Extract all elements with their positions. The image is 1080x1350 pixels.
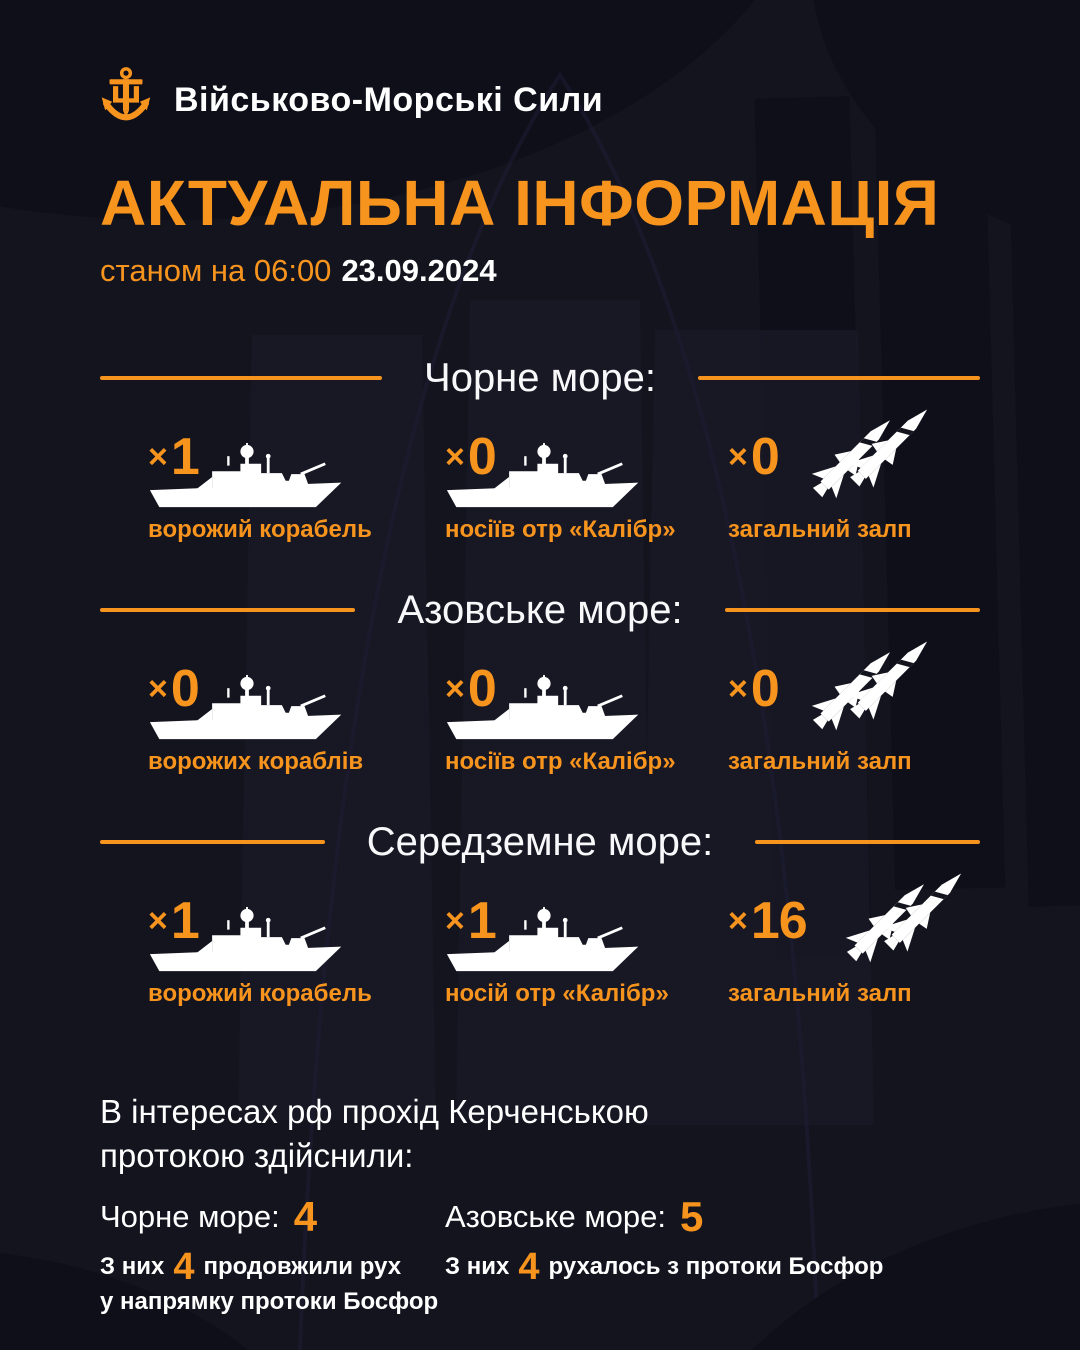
stat-label: загальний залп	[728, 980, 912, 1008]
stat-label: носій отр «Калібр»	[445, 980, 669, 1008]
stat-count: × 0	[728, 428, 780, 487]
stat-count: × 16	[728, 892, 808, 951]
stat-label: ворожий корабель	[148, 516, 372, 544]
brand-header: Військово-Морські Сили	[100, 0, 980, 134]
stat-count: × 0	[445, 660, 497, 719]
divider-line	[100, 608, 356, 613]
divider-line	[755, 840, 980, 845]
sea-detail: З них 4 продовжили рух у напрямку проток…	[100, 1245, 439, 1315]
stat-kalibr-carriers: × 1 носій отр «Калібр»	[445, 875, 728, 1008]
sea-count: 4	[293, 1192, 318, 1240]
detail-count: 4	[518, 1245, 540, 1288]
stat-total-salvo: × 0 загальний залп	[728, 643, 980, 776]
stat-total-salvo: × 0 загальний залп	[728, 411, 980, 544]
section-azov-sea: Азовське море: × 0 ворожих кораблів × 0	[100, 587, 980, 776]
footer-col-azov-sea: Азовське море: 5 З них 4 рухалось з прот…	[445, 1192, 980, 1318]
stat-count: × 1	[445, 892, 497, 951]
section-black-sea: Чорне море: × 1 ворожий корабель × 0 н	[100, 355, 981, 544]
kerch-strait-summary: В інтересах рф прохід Керченською проток…	[100, 1090, 980, 1318]
detail-count: 4	[173, 1245, 195, 1288]
stat-enemy-ships: × 1 ворожий корабель	[148, 411, 445, 544]
section-title: Чорне море:	[424, 355, 656, 400]
footer-col-black-sea: Чорне море: 4 З них 4 продовжили рух у н…	[100, 1192, 445, 1318]
stat-label: ворожий корабель	[148, 980, 372, 1008]
stat-label: загальний залп	[728, 748, 912, 776]
org-name: Військово-Морські Сили	[174, 80, 604, 119]
stat-count: × 1	[148, 892, 200, 951]
stat-kalibr-carriers: × 0 носіїв отр «Калібр»	[445, 643, 728, 776]
section-title: Азовське море:	[397, 587, 683, 632]
stat-enemy-ships: × 0 ворожих кораблів	[148, 643, 445, 776]
navy-anchor-trident-icon	[100, 66, 152, 134]
stat-label: ворожих кораблів	[148, 748, 364, 776]
sea-detail: З них 4 рухалось з протоки Босфор	[445, 1245, 884, 1288]
missiles-icon	[830, 871, 980, 975]
stat-count: × 0	[148, 660, 200, 719]
stat-count: × 0	[728, 660, 780, 719]
sea-name: Азовське море:	[445, 1198, 666, 1234]
sea-count: 5	[679, 1192, 704, 1240]
as-of-label: станом на 06:00	[100, 253, 332, 289]
stat-label: загальний залп	[728, 516, 912, 544]
divider-line	[100, 840, 325, 845]
stat-count: × 0	[445, 428, 497, 487]
stat-total-salvo: × 16 загальний залп	[728, 875, 980, 1008]
sea-name: Чорне море:	[100, 1198, 280, 1234]
footer-heading: В інтересах рф прохід Керченською проток…	[100, 1093, 649, 1175]
stat-enemy-ships: × 1 ворожий корабель	[148, 875, 445, 1008]
divider-line	[724, 608, 980, 613]
section-mediterranean-sea: Середземне море: × 1 ворожий корабель × 1	[100, 819, 980, 1008]
status-date: 23.09.2024	[341, 253, 497, 289]
stat-label: носіїв отр «Калібр»	[445, 516, 676, 544]
missiles-icon	[796, 639, 946, 743]
section-title: Середземне море:	[366, 819, 714, 864]
status-timestamp: станом на 06:00 23.09.2024	[100, 253, 980, 289]
page-title: АКТУАЛЬНА ІНФОРМАЦІЯ	[100, 167, 940, 239]
stat-count: × 1	[148, 428, 200, 487]
divider-line	[100, 376, 383, 381]
divider-line	[697, 376, 981, 381]
stat-kalibr-carriers: × 0 носіїв отр «Калібр»	[445, 411, 728, 544]
stat-label: носіїв отр «Калібр»	[445, 748, 676, 776]
missiles-icon	[796, 407, 946, 511]
